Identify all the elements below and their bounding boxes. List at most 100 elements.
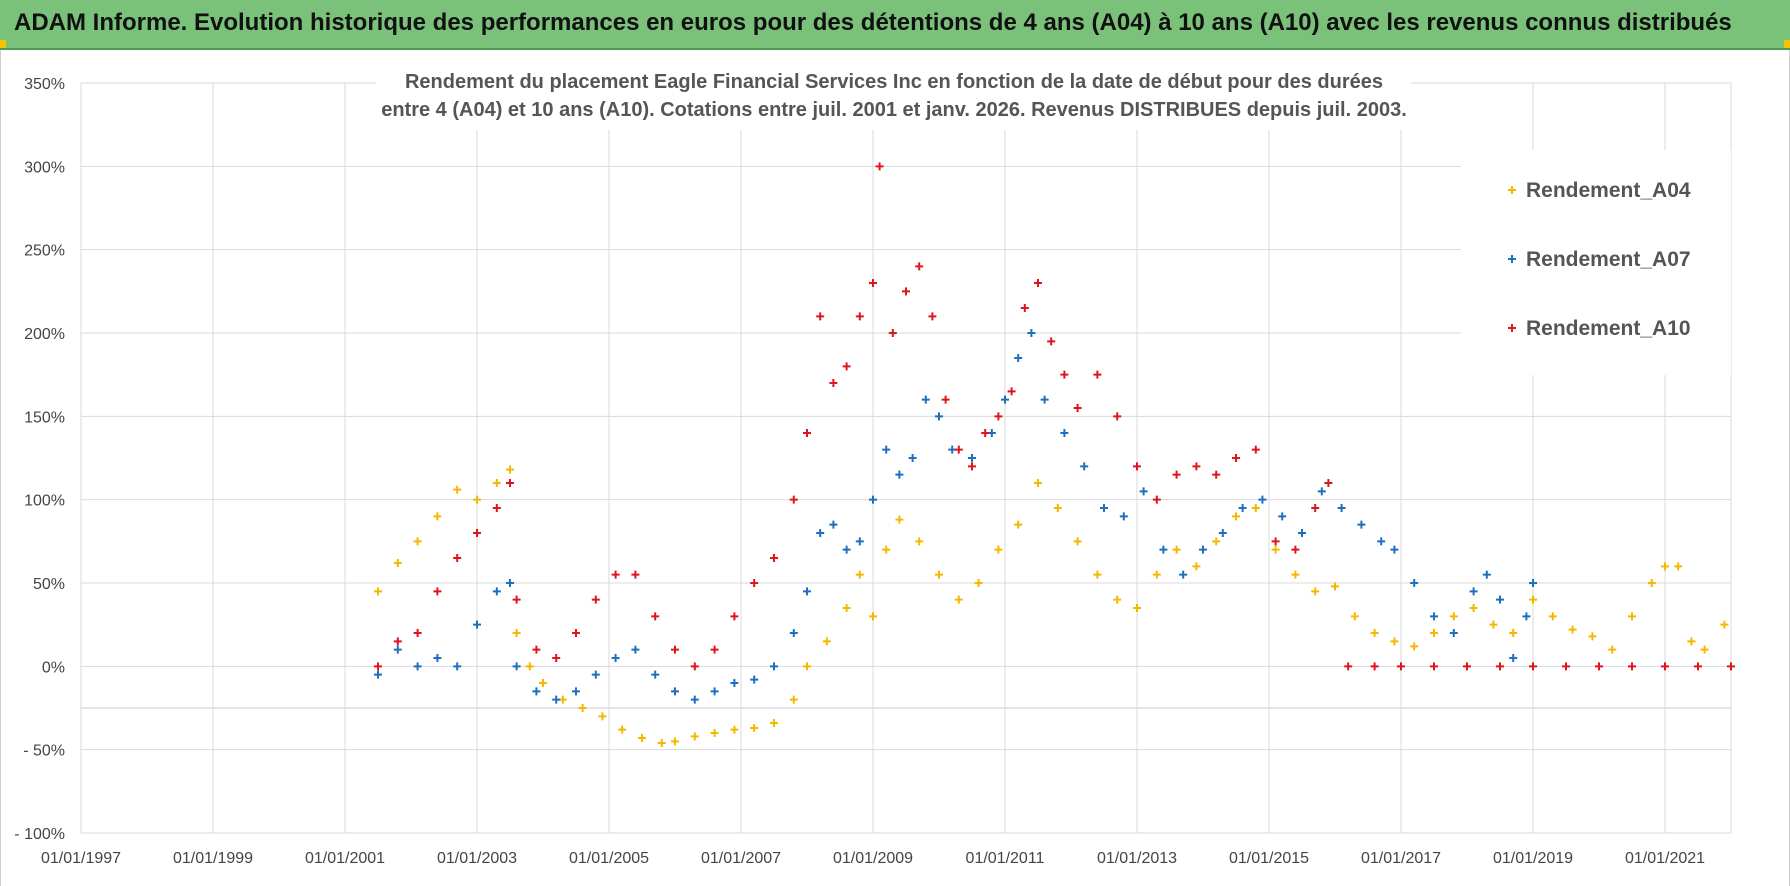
data-point-Rendement_A07: [1080, 462, 1089, 471]
data-point-Rendement_A07: [1238, 504, 1247, 512]
data-point-Rendement_A10: [816, 312, 825, 321]
data-point-Rendement_A04: [842, 604, 851, 612]
y-axis-ticks: 350% 300% 250% 200% 150% 100% 50% 0% - 50% - 100%: [14, 76, 65, 843]
data-point-Rendement_A07: [1001, 395, 1009, 404]
data-point-Rendement_A04: [882, 545, 891, 554]
chart-title-line-2: entre 4 (A04) et 10 ans (A10). Cotations…: [381, 99, 1407, 121]
data-point-Rendement_A07: [1014, 354, 1023, 362]
data-point-Rendement_A10: [1034, 279, 1042, 287]
data-point-Rendement_A10: [888, 329, 897, 337]
data-point-Rendement_A10: [1291, 545, 1300, 554]
data-point-Rendement_A07: [631, 645, 640, 654]
x-tick-label: 01/01/2011: [966, 850, 1045, 867]
data-point-Rendement_A04: [803, 662, 811, 671]
data-point-Rendement_A10: [374, 662, 382, 671]
series-Rendement_A10: [374, 162, 1735, 671]
data-point-Rendement_A10: [671, 645, 679, 654]
data-point-Rendement_A04: [1687, 637, 1696, 646]
data-point-Rendement_A04: [690, 732, 699, 741]
x-tick-label: 01/01/2013: [1097, 850, 1177, 867]
data-point-Rendement_A10: [954, 445, 963, 454]
data-point-Rendement_A07: [1377, 537, 1386, 546]
data-point-Rendement_A07: [1179, 570, 1188, 579]
data-point-Rendement_A04: [492, 479, 501, 487]
data-point-Rendement_A04: [1548, 612, 1557, 621]
legend-marker-Rendement_A10: [1508, 324, 1516, 332]
data-point-Rendement_A07: [770, 662, 778, 671]
data-point-Rendement_A04: [1720, 620, 1729, 629]
data-point-Rendement_A07: [413, 662, 422, 671]
data-point-Rendement_A10: [829, 379, 838, 387]
data-point-Rendement_A04: [710, 729, 719, 737]
data-point-Rendement_A07: [671, 687, 679, 696]
data-point-Rendement_A07: [1258, 495, 1267, 504]
data-point-Rendement_A04: [1661, 562, 1669, 571]
data-point-Rendement_A07: [1298, 529, 1306, 537]
data-point-Rendement_A04: [638, 734, 646, 742]
data-point-Rendement_A07: [1509, 654, 1518, 662]
data-point-Rendement_A07: [1496, 595, 1504, 604]
data-point-Rendement_A10: [651, 612, 660, 621]
data-point-Rendement_A07: [803, 587, 811, 596]
data-point-Rendement_A10: [1073, 404, 1082, 412]
data-point-Rendement_A07: [572, 687, 580, 696]
data-point-Rendement_A07: [921, 395, 930, 404]
data-point-Rendement_A07: [512, 662, 521, 671]
data-point-Rendement_A04: [855, 570, 864, 579]
data-point-Rendement_A10: [1212, 470, 1221, 479]
data-point-Rendement_A04: [730, 725, 739, 734]
data-point-Rendement_A10: [473, 529, 481, 537]
data-point-Rendement_A07: [829, 520, 838, 529]
data-point-Rendement_A07: [869, 495, 877, 504]
data-point-Rendement_A04: [453, 485, 462, 494]
data-point-Rendement_A10: [1271, 537, 1280, 546]
data-point-Rendement_A07: [591, 670, 600, 679]
data-point-Rendement_A10: [1152, 495, 1161, 504]
data-point-Rendement_A07: [453, 662, 462, 671]
x-axis-ticks: 01/01/1997 01/01/1999 01/01/2001 01/01/2003…: [41, 850, 1705, 867]
data-point-Rendement_A10: [1529, 662, 1537, 671]
series-layer: [374, 162, 1735, 747]
x-tick-label: 01/01/2003: [437, 850, 517, 867]
data-point-Rendement_A10: [789, 495, 798, 504]
data-point-Rendement_A04: [1588, 632, 1597, 641]
data-point-Rendement_A10: [492, 504, 501, 512]
data-point-Rendement_A04: [393, 559, 402, 567]
data-point-Rendement_A04: [895, 515, 904, 524]
legend-label-Rendement_A10: Rendement_A10: [1526, 317, 1691, 340]
data-point-Rendement_A07: [1469, 587, 1478, 596]
data-point-Rendement_A07: [1040, 395, 1049, 404]
data-point-Rendement_A04: [1529, 595, 1537, 604]
data-point-Rendement_A04: [473, 495, 481, 504]
data-point-Rendement_A10: [1694, 662, 1702, 671]
data-point-Rendement_A10: [433, 587, 442, 596]
data-point-Rendement_A04: [618, 725, 627, 734]
data-point-Rendement_A04: [994, 545, 1003, 554]
y-tick-label: 150%: [24, 409, 65, 426]
data-point-Rendement_A07: [506, 579, 514, 587]
corner-mark-left: [0, 40, 6, 48]
data-point-Rendement_A04: [1410, 642, 1419, 651]
data-point-Rendement_A04: [1053, 504, 1062, 512]
data-point-Rendement_A04: [506, 465, 514, 474]
data-point-Rendement_A10: [1595, 662, 1603, 671]
data-point-Rendement_A10: [1661, 662, 1669, 671]
banner-title: ADAM Informe. Evolution historique des p…: [14, 9, 1732, 36]
legend-box: [1461, 150, 1731, 375]
legend: Rendement_A04 Rendement_A07 Rendement_A10: [1461, 150, 1731, 375]
data-point-Rendement_A10: [1093, 370, 1102, 379]
data-point-Rendement_A10: [941, 395, 950, 404]
data-point-Rendement_A04: [1568, 625, 1577, 634]
data-point-Rendement_A10: [611, 570, 620, 579]
data-point-Rendement_A10: [710, 645, 719, 654]
data-point-Rendement_A04: [525, 662, 534, 671]
y-tick-label: - 100%: [14, 826, 65, 843]
data-point-Rendement_A04: [935, 570, 943, 579]
data-point-Rendement_A07: [473, 620, 481, 629]
data-point-Rendement_A04: [1172, 545, 1181, 554]
data-point-Rendement_A10: [552, 654, 561, 662]
data-point-Rendement_A10: [730, 612, 739, 621]
x-tick-label: 01/01/2015: [1229, 850, 1309, 867]
data-point-Rendement_A10: [591, 595, 600, 604]
data-point-Rendement_A10: [855, 312, 864, 321]
